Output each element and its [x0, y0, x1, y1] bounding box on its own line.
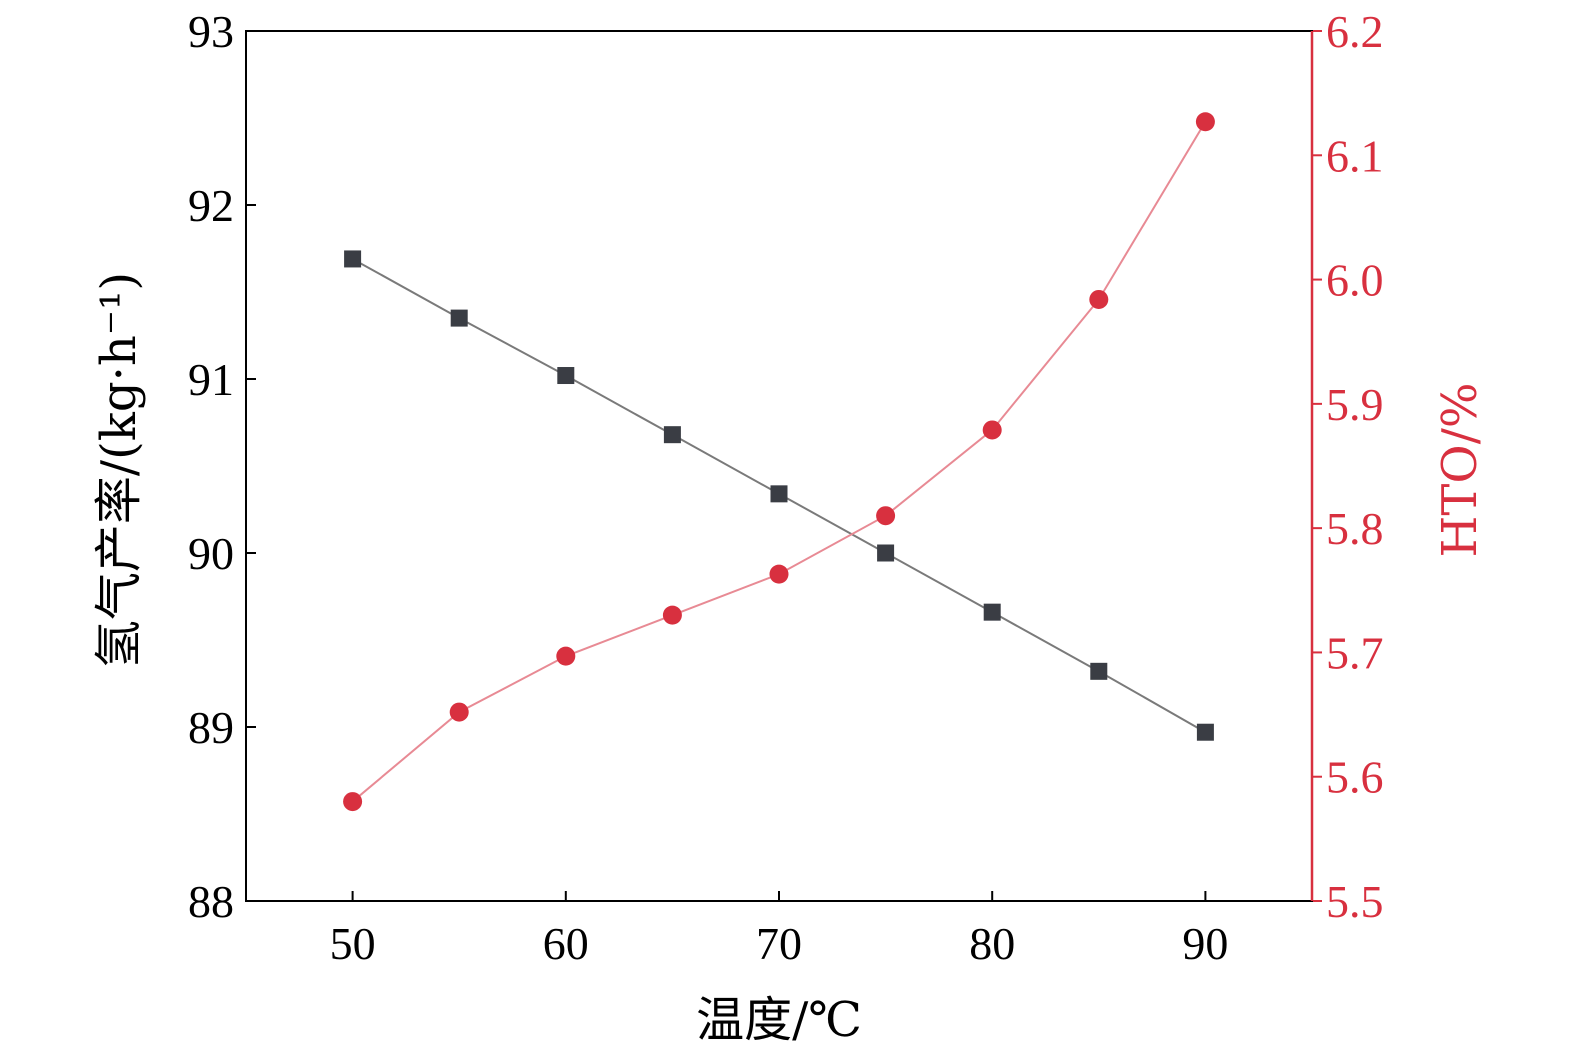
- plot-series: [343, 112, 1215, 812]
- series-2-circle-point: [876, 506, 896, 526]
- series-1-square-point: [344, 250, 362, 268]
- x-tick-label: 70: [756, 918, 802, 969]
- series-2-circle-point: [662, 605, 682, 625]
- left-y-tick-label: 91: [188, 354, 234, 405]
- series-2-circle-point: [1089, 289, 1109, 309]
- series-line-2: [351, 121, 1207, 803]
- series-1-square-point: [450, 309, 468, 327]
- series-2-circle-point: [1195, 112, 1215, 132]
- right-y-tick-label: 5.9: [1326, 379, 1384, 430]
- x-tick-label: 80: [969, 918, 1015, 969]
- left-y-axis: 88 89 90 91 92 93: [188, 6, 256, 927]
- right-y-tick-label: 6.2: [1326, 6, 1384, 57]
- series-1-square-point: [557, 367, 575, 385]
- x-axis: 50 60 70 80 90: [330, 891, 1228, 969]
- right-y-tick-label: 6.1: [1326, 130, 1384, 181]
- series-1-square-point: [663, 426, 681, 444]
- right-y-axis: 5.5 5.6 5.7 5.8 5.9 6.0 6.1 6.2: [1312, 6, 1384, 927]
- series-2-circle-point: [449, 702, 469, 722]
- x-tick-label: 60: [543, 918, 589, 969]
- right-y-tick-label: 5.5: [1326, 876, 1384, 927]
- left-y-tick-label: 88: [188, 876, 234, 927]
- left-y-tick-label: 89: [188, 702, 234, 753]
- plot-frame: [245, 30, 1313, 902]
- series-1-square-point: [983, 603, 1001, 621]
- left-y-tick-label: 90: [188, 528, 234, 579]
- x-axis-title: 温度/℃: [696, 992, 862, 1048]
- left-y-tick-label: 92: [188, 180, 234, 231]
- series-1-square-point: [1090, 662, 1108, 680]
- x-tick-label: 90: [1182, 918, 1228, 969]
- series-1-square-point: [877, 544, 895, 562]
- right-y-tick-label: 6.0: [1326, 255, 1384, 306]
- right-y-tick-label: 5.6: [1326, 752, 1384, 803]
- series-2-circle-point: [769, 564, 789, 584]
- series-2-circle-point: [556, 646, 576, 666]
- right-y-axis-title: HTO/%: [1432, 382, 1488, 557]
- left-y-axis-title: 氢气产率/(kg·h⁻¹): [91, 272, 147, 668]
- series-1-square-point: [770, 485, 788, 503]
- series-1-square-point: [1196, 723, 1214, 741]
- series-2-circle-point: [343, 792, 363, 812]
- right-y-tick-label: 5.7: [1326, 627, 1384, 678]
- right-y-tick-label: 5.8: [1326, 503, 1384, 554]
- x-tick-label: 50: [330, 918, 376, 969]
- left-y-tick-label: 93: [188, 6, 234, 57]
- series-2-circle-point: [982, 420, 1002, 440]
